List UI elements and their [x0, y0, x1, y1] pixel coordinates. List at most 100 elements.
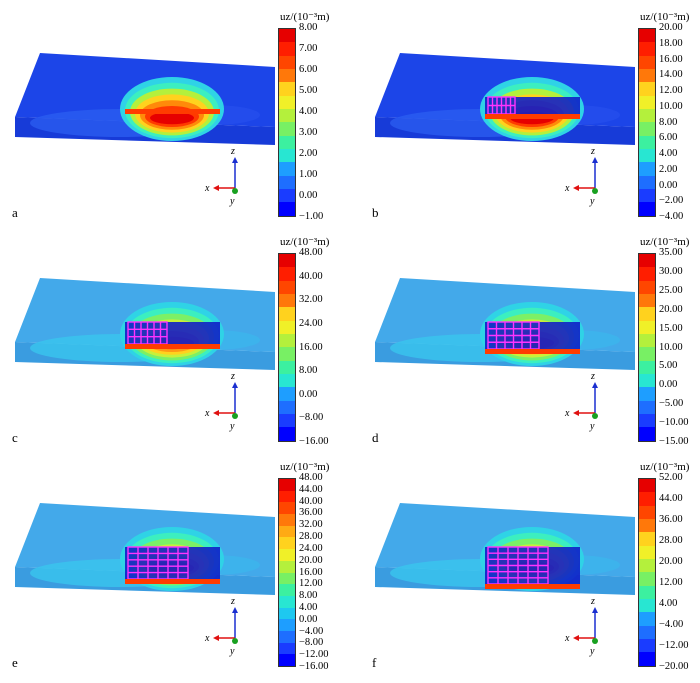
- colorbar-tick-label: 20.00: [659, 556, 683, 567]
- colorbar-tick-label: 12.00: [659, 85, 683, 96]
- colorbar-tick-label: 16.00: [299, 566, 323, 578]
- colorbar-band: [639, 307, 655, 321]
- pit-bottom-contour: [125, 109, 220, 114]
- colorbar-band: [639, 572, 655, 586]
- colorbar-tick-label: 1.00: [299, 169, 318, 180]
- colorbar-band: [279, 162, 295, 176]
- colorbar-band: [639, 479, 655, 493]
- colorbar-band: [639, 625, 655, 640]
- colorbar: [638, 478, 656, 667]
- colorbar: [278, 253, 296, 442]
- colorbar-band: [279, 490, 295, 503]
- colorbar-tick-label: 6.00: [659, 132, 678, 144]
- colorbar-band: [639, 42, 655, 56]
- colorbar-band: [639, 109, 655, 123]
- colorbar-tick-label: 28.00: [659, 535, 683, 546]
- colorbar-band: [279, 374, 295, 388]
- axis-x-label: x: [564, 183, 570, 194]
- colorbar-tick-label: 25.00: [659, 284, 683, 296]
- panel-a: z x y a uz/(10⁻³m) 8.00 7.00 6.00 5.00 4.00 3.00 2.…: [0, 5, 345, 225]
- colorbar-tick-label: 15.00: [659, 322, 683, 334]
- colorbar-tick-label: 14.00: [659, 69, 683, 81]
- colorbar-band: [639, 492, 655, 506]
- contour-scene: z x y: [15, 503, 275, 657]
- colorbar-band: [639, 254, 655, 268]
- colorbar-tick-label: 32.00: [299, 519, 323, 531]
- colorbar-tick-label: 48.00: [299, 247, 323, 258]
- colorbar-band: [639, 334, 655, 348]
- axis-y-label: y: [589, 421, 595, 432]
- colorbar-band: [639, 652, 655, 666]
- colorbar-band: [639, 69, 655, 83]
- colorbar-band: [279, 254, 295, 268]
- colorbar-tick-label: 7.00: [299, 43, 318, 54]
- colorbar: [638, 253, 656, 442]
- axis-x-label: x: [564, 408, 570, 419]
- colorbar-band: [639, 585, 655, 600]
- colorbar-band: [639, 280, 655, 295]
- excavation-pit: [125, 547, 220, 579]
- panel-b: z x y b uz/(10⁻³m) 20.00 18.00 16.00 14.00 12.00 1…: [360, 5, 700, 225]
- axis-triad: z x y: [204, 371, 238, 432]
- colorbar-tick-label: 20.00: [299, 554, 323, 566]
- contour-scene: z x y: [375, 53, 635, 207]
- axis-x-label: x: [564, 633, 570, 644]
- colorbar-band: [279, 607, 295, 620]
- colorbar-band: [639, 639, 655, 653]
- colorbar-tick-label: −16.00: [299, 436, 329, 447]
- colorbar-tick-label: −1.00: [299, 211, 324, 222]
- panel-label: b: [372, 205, 379, 220]
- colorbar-tick-label: 5.00: [299, 85, 318, 96]
- colorbar-tick-label: −16.00: [299, 661, 329, 672]
- colorbar-tick-label: 8.00: [299, 365, 318, 377]
- colorbar-tick-label: 16.00: [659, 53, 683, 65]
- legend-title: uz/(10⁻³m): [280, 461, 330, 473]
- colorbar-band: [279, 502, 295, 515]
- colorbar-band: [279, 175, 295, 190]
- panel-c: z x y c uz/(10⁻³m) 48.00 40.00 32.00 24.00 16.00 8…: [0, 230, 345, 450]
- colorbar-band: [279, 427, 295, 441]
- support-grid: [487, 546, 549, 585]
- panel-label: a: [12, 205, 18, 220]
- axis-z-label: z: [590, 596, 595, 607]
- colorbar-band: [639, 135, 655, 150]
- colorbar-band: [279, 514, 295, 526]
- colorbar-band: [639, 612, 655, 626]
- colorbar-tick-label: 4.00: [299, 106, 318, 117]
- colorbar-band: [639, 414, 655, 428]
- colorbar-tick-label: 8.00: [299, 22, 318, 33]
- axis-z-label: z: [230, 596, 235, 607]
- colorbar-band: [279, 189, 295, 203]
- colorbar-tick-label: 24.00: [299, 317, 323, 329]
- colorbar-band: [639, 122, 655, 136]
- colorbar-band: [639, 55, 655, 70]
- pit-bottom-contour: [485, 349, 580, 354]
- axis-triad: z x y: [204, 596, 238, 657]
- axis-x-label: x: [204, 408, 210, 419]
- colorbar-band: [279, 400, 295, 415]
- colorbar-tick-label: 52.00: [659, 472, 683, 483]
- colorbar-band: [279, 149, 295, 163]
- colorbar-tick-label: 36.00: [299, 507, 323, 519]
- colorbar-band: [639, 387, 655, 401]
- colorbar-band: [279, 280, 295, 295]
- colorbar-band: [639, 559, 655, 573]
- colorbar-tick-label: 40.00: [299, 495, 323, 507]
- axis-triad: z x y: [564, 146, 598, 207]
- axis-z-label: z: [230, 371, 235, 382]
- colorbar-band: [279, 122, 295, 136]
- colorbar-tick-label: 28.00: [299, 531, 323, 543]
- colorbar-tick-label: 44.00: [659, 493, 683, 504]
- colorbar-tick-label: −8.00: [299, 637, 324, 649]
- axis-z-label: z: [590, 371, 595, 382]
- colorbar-tick-label: 10.00: [659, 100, 683, 112]
- axis-y-label: y: [229, 646, 235, 657]
- heave-contour: [150, 111, 194, 125]
- colorbar-tick-label: 5.00: [659, 360, 678, 372]
- colorbar-band: [279, 69, 295, 83]
- colorbar-band: [279, 294, 295, 308]
- colorbar-tick-label: 4.00: [299, 601, 318, 613]
- colorbar-band: [279, 387, 295, 401]
- colorbar-band: [639, 427, 655, 441]
- colorbar: [638, 28, 656, 217]
